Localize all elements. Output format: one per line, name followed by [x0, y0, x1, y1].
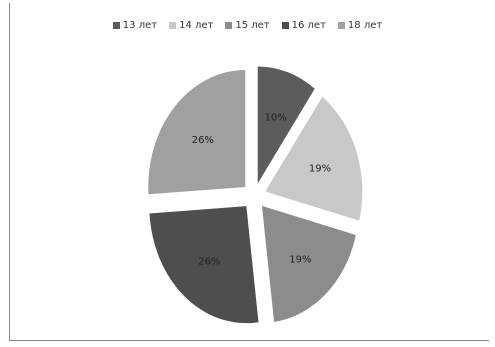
- slice-data-label: 19%: [289, 255, 311, 266]
- slice-data-label: 26%: [198, 256, 220, 267]
- pie-slice: [265, 96, 363, 221]
- legend-swatch: [112, 22, 120, 29]
- legend-swatch: [281, 22, 289, 29]
- legend-label: 15 лет: [235, 20, 270, 31]
- legend-item: 14 лет: [169, 20, 213, 31]
- chart-legend: 13 лет 14 лет 15 лет 16 лет 18 лет: [0, 20, 495, 31]
- pie-slice: [149, 206, 259, 324]
- legend-swatch: [225, 22, 233, 29]
- legend-item: 15 лет: [225, 20, 270, 31]
- legend-item: 18 лет: [337, 20, 383, 31]
- legend-label: 16 лет: [291, 20, 326, 31]
- legend-label: 14 лет: [179, 20, 214, 31]
- legend-swatch: [169, 22, 177, 29]
- slice-data-label: 26%: [192, 135, 214, 146]
- pie-slice: [261, 205, 356, 322]
- slice-data-label: 19%: [309, 164, 331, 175]
- legend-label: 13 лет: [122, 20, 158, 31]
- legend-label: 18 лет: [347, 20, 383, 31]
- slice-data-label: 10%: [265, 113, 287, 124]
- legend-item: 16 лет: [281, 20, 326, 31]
- pie-slice: [257, 66, 315, 184]
- pie-slice: [148, 69, 246, 195]
- legend-item: 13 лет: [112, 20, 158, 31]
- legend-swatch: [337, 22, 345, 29]
